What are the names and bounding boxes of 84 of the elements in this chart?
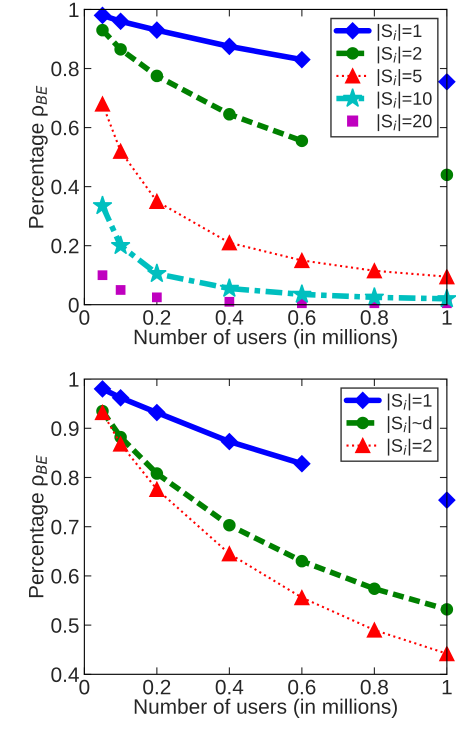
y-tick-label: 1: [70, 372, 78, 387]
y-tick-label: 0.8: [51, 470, 79, 486]
point: [94, 6, 112, 24]
point: [148, 22, 166, 39]
x-tick-label: 1: [442, 680, 452, 694]
x-tick-label: 0.2: [143, 680, 170, 694]
point: [292, 284, 312, 303]
point: [94, 380, 112, 398]
x-tick-label: 0.8: [360, 310, 388, 325]
point: [364, 286, 384, 306]
point: [150, 467, 164, 480]
point: [294, 252, 310, 268]
point: [223, 108, 236, 121]
legend-label: |S$_{i}$|=1: [388, 394, 432, 410]
point: [294, 590, 310, 606]
legend-label: |S$_{i}$|=20: [378, 114, 432, 132]
point: [438, 492, 456, 509]
legend-label: |S$_{i}$|~d: [388, 416, 432, 434]
point: [94, 404, 110, 420]
point: [223, 518, 236, 532]
x-tick-label: 0.6: [288, 310, 316, 325]
point: [293, 51, 310, 68]
point: [96, 24, 109, 36]
point: [436, 288, 456, 308]
point: [94, 96, 110, 112]
point: [293, 455, 310, 472]
point: [110, 235, 131, 254]
legend-label: |S$_{i}$|=5: [378, 69, 422, 86]
y-tick-label: 0.2: [51, 238, 78, 254]
y-axis-title: Percentage ρ$_{BE}$: [29, 455, 48, 598]
point: [150, 70, 164, 82]
point: [112, 389, 130, 406]
x-tick-label: 0.4: [216, 310, 244, 325]
point: [220, 38, 238, 55]
point: [366, 263, 382, 278]
point: [439, 269, 455, 284]
y-tick-label: 0.6: [51, 120, 79, 136]
point: [112, 12, 130, 30]
y-tick-label: 0.9: [51, 421, 79, 436]
y-tick-label: 0.4: [51, 180, 79, 194]
point: [368, 582, 381, 595]
point: [114, 43, 127, 56]
point: [296, 554, 308, 568]
x-axis-title: Number of users (in millions): [134, 698, 397, 718]
x-tick-label: 0.8: [360, 680, 388, 694]
point: [98, 270, 108, 280]
point: [112, 436, 128, 452]
y-tick-label: 1: [70, 2, 78, 18]
legend-label: |S$_{i}$|=2: [378, 46, 422, 64]
legend-label: |S$_{i}$|=2: [388, 438, 432, 456]
point: [440, 168, 454, 182]
point: [438, 73, 456, 90]
point: [149, 482, 165, 497]
y-tick-label: 0: [68, 298, 79, 312]
point: [92, 195, 112, 214]
x-axis-title: Number of users (in millions): [134, 329, 397, 348]
x-tick-label: 1: [442, 310, 452, 325]
x-tick-label: 0: [79, 310, 90, 325]
point: [112, 144, 128, 159]
x-tick-label: 0: [79, 680, 90, 694]
point: [440, 603, 454, 616]
y-tick-label: 0.4: [51, 667, 79, 682]
y-tick-label: 0.5: [51, 618, 79, 633]
point: [296, 134, 308, 148]
point: [146, 263, 167, 282]
legend-label: |S$_{i}$|=10: [378, 92, 432, 109]
point: [219, 278, 240, 298]
y-tick-label: 0.8: [51, 62, 79, 76]
y-axis-title: Percentage ρ$_{BE}$: [29, 86, 48, 228]
x-tick-label: 0.2: [143, 310, 170, 325]
point: [152, 292, 162, 302]
point: [222, 235, 238, 250]
point: [222, 546, 238, 562]
x-tick-label: 0.4: [216, 680, 244, 694]
point: [149, 194, 165, 210]
point: [366, 622, 382, 638]
point: [148, 404, 166, 422]
point: [439, 646, 455, 662]
y-tick-label: 0.7: [51, 520, 78, 534]
legend-label: |S$_{i}$|=1: [378, 24, 422, 41]
point: [116, 285, 126, 295]
point: [220, 433, 238, 450]
y-tick-label: 0.6: [51, 568, 79, 584]
x-tick-label: 0.6: [288, 680, 316, 694]
